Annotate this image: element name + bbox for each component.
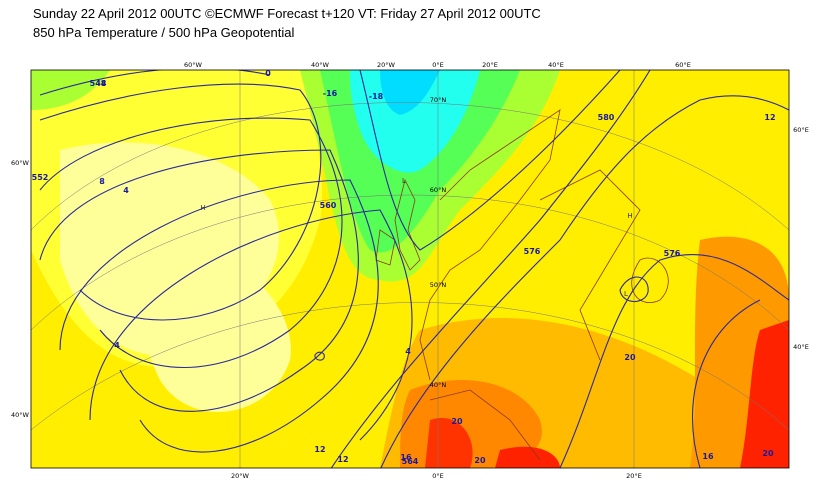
lon-label: 0°E (432, 61, 444, 69)
contour-label: 0 (265, 69, 271, 78)
contour-label: 576 (524, 247, 541, 256)
map-field (31, 70, 789, 468)
contour-labels: 548-4 0 -16 -18 552 8 4 560 H L H L 576 12 4 4 12 16 20 20 1… (32, 69, 776, 466)
edge-label: 40°E (793, 343, 809, 351)
edge-label: 60°E (793, 126, 809, 134)
contour-label: -4 (98, 79, 107, 88)
contour-label: 16 (400, 453, 412, 462)
edge-label: 40°W (11, 411, 30, 419)
lon-label: 60°W (184, 61, 203, 69)
contour-label: 12 (764, 113, 775, 122)
contour-label: 8 (99, 177, 105, 186)
contour-label: 564 (402, 457, 419, 466)
edge-label: 60°W (11, 159, 30, 167)
lon-label: 0°E (432, 472, 444, 480)
lon-label: 20°W (231, 472, 250, 480)
lat-label: 40°N (430, 381, 447, 389)
contour-label: 580 (598, 113, 615, 122)
lon-label: 40°W (311, 61, 330, 69)
contour-label: 576 (664, 249, 681, 258)
lon-label: 40°E (548, 61, 564, 69)
map-frame (30, 69, 790, 469)
contour-label: 12 (337, 455, 348, 464)
contour-label: 4 (405, 347, 411, 356)
contour-label: 548 (90, 79, 107, 88)
contour-label: 4 (114, 341, 120, 350)
subtitle: 850 hPa Temperature / 500 hPa Geopotenti… (33, 25, 295, 40)
lat-label: 60°N (430, 186, 447, 194)
contour-label: 20 (451, 417, 463, 426)
title: Sunday 22 April 2012 00UTC ©ECMWF Foreca… (33, 6, 541, 21)
lat-label: 50°N (430, 281, 447, 289)
contour-label: 12 (314, 445, 325, 454)
contour-label: 4 (123, 186, 129, 195)
lat-label: 70°N (430, 96, 447, 104)
contour-label: 16 (702, 452, 714, 461)
lon-label: 60°E (675, 61, 691, 69)
contour-label: 552 (32, 173, 49, 182)
lon-label: 20°W (377, 61, 396, 69)
contour-label: H (627, 212, 632, 220)
contour-label: 20 (624, 353, 636, 362)
contour-label: -18 (369, 92, 384, 101)
contour-label: 20 (762, 449, 774, 458)
contour-label: H (200, 204, 205, 212)
contour-label: 20 (474, 456, 486, 465)
lon-label: 20°E (482, 61, 498, 69)
contour-label: L (402, 177, 406, 185)
contour-label: L (624, 290, 628, 298)
contour-label: 560 (320, 201, 337, 210)
contour-label: -16 (323, 89, 338, 98)
lon-label: 20°E (626, 472, 642, 480)
